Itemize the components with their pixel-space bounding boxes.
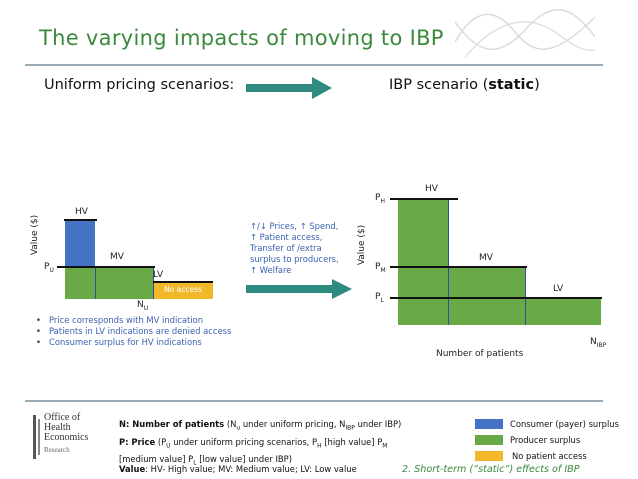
right-x-axis-label: Number of patients [436,349,524,359]
legend-label-no-access: No patient access [512,451,587,461]
footer-divider [25,400,603,402]
legend-swatch-no-access [475,451,503,461]
legend-label-consumer: Consumer (payer) surplus [510,419,619,429]
right-arrow-icon [246,77,332,99]
right-y-axis-label-wrap: Value ($) [357,215,367,275]
title-divider [25,64,603,66]
left-hv-value-line [64,219,97,221]
right-mv-producer-surplus [448,267,525,325]
logo-line: Research [44,446,70,454]
right-hv-producer-surplus [398,199,448,325]
legend-label-producer: Producer surplus [510,435,581,445]
right-price-low-label: PL [375,292,384,304]
slide-caption: 2. Short-term (“static”) effects of IBP [402,464,580,475]
right-hv-label: HV [425,184,438,194]
left-hv-consumer-surplus [65,219,95,267]
right-bar-divider [448,199,449,325]
footnote-p: P: Price (PU under uniform pricing scena… [119,437,388,467]
transition-arrow-icon [246,279,352,299]
left-mv-label: MV [110,252,124,262]
left-hv-label: HV [75,207,88,217]
right-price-medium-line [390,266,527,268]
footnote-n: N: Number of patients (Nu under uniform … [119,419,402,432]
right-price-high-line [390,198,458,200]
left-y-axis-label: Value ($) [30,214,40,256]
transition-effects-text: ↑/↓ Prices, ↑ Spend, ↑ Patient access, T… [250,221,339,275]
right-lv-label: LV [553,284,564,294]
footnote-value: Value: HV- High value; MV: Medium value;… [119,464,357,474]
left-price-label: PU [44,262,54,274]
logo-mark-icon [33,415,40,459]
bullet-item: • Patients in LV indications are denied a… [36,326,232,336]
left-bar-divider [95,267,96,299]
right-price-medium-label: PM [375,262,386,274]
right-price-high-label: PH [375,193,385,205]
left-y-axis-label-wrap: Value ($) [28,200,40,310]
left-n-label: NU [137,300,149,312]
right-bar-divider [525,267,526,325]
left-bar-divider [153,267,154,299]
logo-line: Health [44,422,71,433]
no-access-label: No access [164,285,202,294]
ibp-scenario-heading: IBP scenario (static) [389,77,540,93]
right-mv-label: MV [479,253,493,263]
bullet-item: • Price corresponds with MV indication [36,315,204,325]
bullet-item: • Consumer surplus for HV indications [36,337,202,347]
left-lv-label: LV [153,270,164,280]
left-hv-producer-surplus [65,267,95,299]
right-price-low-line [390,297,602,299]
legend-swatch-consumer [475,419,503,429]
uniform-pricing-heading: Uniform pricing scenarios: [44,77,235,93]
slide-title: The varying impacts of moving to IBP [39,26,444,50]
right-y-axis-label: Value ($) [357,224,367,266]
decorative-wave-graphic [455,9,595,58]
logo-line: Economics [44,432,89,443]
ohe-logo: Office of Health Economics Research [33,413,95,463]
legend-swatch-producer [475,435,503,445]
bullet-list: • Price corresponds with MV indication • P… [36,315,231,348]
left-mv-producer-surplus [95,267,153,299]
right-n-label: NIBP [590,337,607,349]
logo-line: Office of [44,412,81,423]
right-lv-producer-surplus [525,298,601,325]
left-price-line [57,266,155,268]
left-lv-no-access [153,282,213,299]
left-lv-value-line [153,281,213,283]
